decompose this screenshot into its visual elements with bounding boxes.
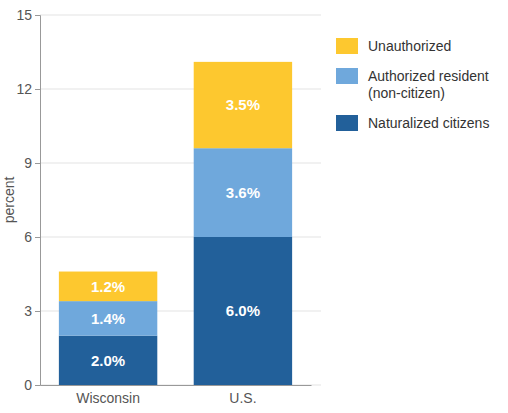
y-tick-label: 15 (16, 7, 32, 23)
x-tick: Wisconsin (76, 385, 140, 406)
y-tick-mark (35, 237, 40, 238)
y-tick: 6 (24, 229, 40, 245)
y-tick-label: 6 (24, 229, 32, 245)
data-label: 3.5% (226, 96, 260, 113)
y-tick-mark (35, 163, 40, 164)
data-label: 3.6% (226, 184, 260, 201)
y-tick-label: 3 (24, 303, 32, 319)
x-tick-label: U.S. (229, 390, 256, 406)
legend-label: Authorized resident(non-citizen) (368, 68, 489, 101)
y-tick-mark (35, 311, 40, 312)
data-label: 2.0% (91, 352, 125, 369)
x-tick: U.S. (229, 385, 256, 406)
y-tick: 3 (24, 303, 40, 319)
y-tick-label: 9 (24, 155, 32, 171)
legend-label: Unauthorized (368, 38, 451, 54)
y-axis-title: percent (1, 177, 17, 224)
y-tick-label: 12 (16, 81, 32, 97)
chart: 2.0% 6.0% 1.4% 3.6% 1.2% 3.5% 0 3 6 9 12 15 Wisconsi… (0, 0, 508, 413)
grid-line (40, 15, 321, 16)
bar-segment (194, 62, 292, 148)
y-axis: 0 3 6 9 12 15 (16, 7, 40, 393)
data-label: 1.2% (91, 278, 125, 295)
x-axis-line (41, 385, 312, 386)
data-label: 1.4% (91, 310, 125, 327)
bar-segment (59, 272, 157, 302)
y-tick-label: 0 (24, 377, 32, 393)
legend: Unauthorized Authorized resident(non-citi… (336, 38, 489, 131)
y-axis-line (35, 16, 41, 386)
legend-label: Naturalized citizens (368, 115, 489, 131)
y-tick: 0 (24, 377, 40, 393)
y-tick-mark (35, 15, 40, 16)
bar-segment (59, 301, 157, 336)
legend-swatch (336, 68, 358, 84)
data-label: 6.0% (226, 302, 260, 319)
x-axis: Wisconsin U.S. (41, 385, 312, 406)
bar-segment (59, 336, 157, 385)
y-tick: 15 (16, 7, 40, 23)
bars (59, 62, 292, 385)
y-tick-mark (35, 385, 40, 386)
legend-swatch (336, 115, 358, 131)
data-labels: 2.0% 6.0% 1.4% 3.6% 1.2% 3.5% (91, 96, 260, 368)
y-tick: 9 (24, 155, 40, 171)
bar-segment (194, 237, 292, 385)
grid (40, 15, 321, 385)
legend-swatch (336, 38, 358, 54)
bar-segment (194, 148, 292, 237)
y-tick-mark (35, 89, 40, 90)
x-tick-label: Wisconsin (76, 390, 140, 406)
y-tick: 12 (16, 81, 40, 97)
